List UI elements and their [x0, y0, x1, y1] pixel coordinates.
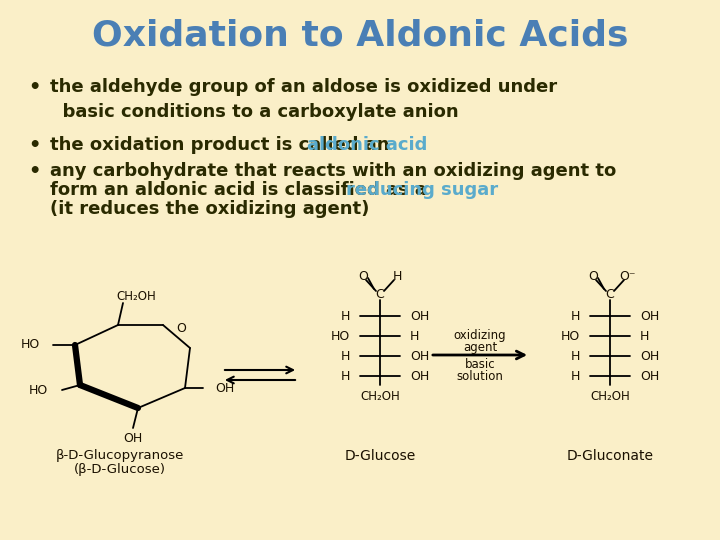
Text: H: H: [571, 369, 580, 382]
Text: aldonic acid: aldonic acid: [307, 136, 428, 154]
Text: OH: OH: [410, 369, 429, 382]
Text: β-D-Glucopyranose: β-D-Glucopyranose: [56, 449, 184, 462]
Text: •: •: [28, 162, 40, 181]
Text: HO: HO: [21, 338, 40, 350]
Text: O: O: [358, 271, 368, 284]
Text: C: C: [606, 288, 614, 301]
Text: O: O: [176, 321, 186, 334]
Text: reducing sugar: reducing sugar: [346, 181, 498, 199]
Text: O⁻: O⁻: [618, 271, 635, 284]
Text: oxidizing: oxidizing: [454, 328, 506, 341]
Text: OH: OH: [410, 349, 429, 362]
Text: HO: HO: [29, 383, 48, 396]
Text: OH: OH: [640, 349, 660, 362]
Text: H: H: [571, 309, 580, 322]
Text: D-Glucose: D-Glucose: [344, 449, 415, 463]
Text: OH: OH: [215, 381, 234, 395]
Text: D-Gluconate: D-Gluconate: [567, 449, 654, 463]
Text: OH: OH: [123, 431, 143, 444]
Text: any carbohydrate that reacts with an oxidizing agent to: any carbohydrate that reacts with an oxi…: [50, 162, 616, 180]
Text: (β-D-Glucose): (β-D-Glucose): [74, 463, 166, 476]
Text: HO: HO: [330, 329, 350, 342]
Text: the aldehyde group of an aldose is oxidized under
  basic conditions to a carbox: the aldehyde group of an aldose is oxidi…: [50, 78, 557, 121]
Text: H: H: [341, 349, 350, 362]
Text: C: C: [376, 288, 384, 301]
Text: H: H: [410, 329, 419, 342]
Text: agent: agent: [463, 341, 497, 354]
Text: CH₂OH: CH₂OH: [360, 389, 400, 402]
Text: H: H: [341, 309, 350, 322]
Text: H: H: [571, 349, 580, 362]
Text: O: O: [588, 271, 598, 284]
Text: H: H: [392, 271, 402, 284]
Text: H: H: [341, 369, 350, 382]
Text: HO: HO: [561, 329, 580, 342]
Text: •: •: [28, 136, 40, 155]
Text: •: •: [28, 78, 40, 97]
Text: solution: solution: [456, 370, 503, 383]
Text: OH: OH: [640, 309, 660, 322]
Text: the oxidation product is called an: the oxidation product is called an: [50, 136, 396, 154]
Text: OH: OH: [640, 369, 660, 382]
Text: (it reduces the oxidizing agent): (it reduces the oxidizing agent): [50, 200, 369, 218]
Text: form an aldonic acid is classified as a: form an aldonic acid is classified as a: [50, 181, 433, 199]
Text: CH₂OH: CH₂OH: [590, 389, 630, 402]
Text: H: H: [640, 329, 649, 342]
Text: OH: OH: [410, 309, 429, 322]
Text: CH₂OH: CH₂OH: [116, 291, 156, 303]
Text: Oxidation to Aldonic Acids: Oxidation to Aldonic Acids: [91, 18, 629, 52]
Text: basic: basic: [464, 359, 495, 372]
